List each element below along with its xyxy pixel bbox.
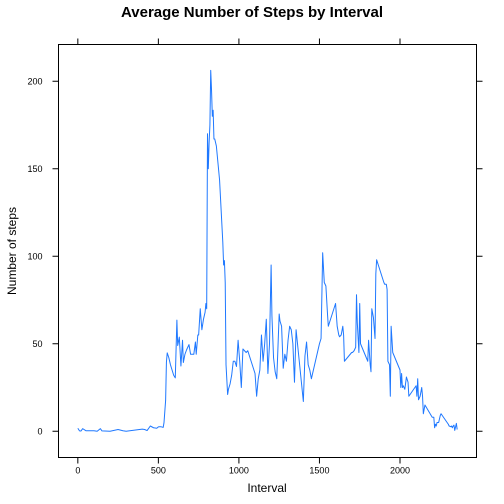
y-axis-label: Number of steps: [5, 207, 19, 295]
plot-frame: [58, 44, 477, 458]
x-tick-label: 2000: [390, 466, 410, 476]
chart-title: Average Number of Steps by Interval: [121, 4, 383, 21]
x-tick-label: 500: [151, 466, 166, 476]
y-axis-left-ticks: [52, 80, 59, 432]
x-axis-label: Interval: [247, 481, 286, 495]
y-tick-label: 150: [27, 164, 42, 174]
y-axis-tick-labels: 0 50 100 150 200: [27, 76, 42, 436]
x-tick-label: 1000: [229, 466, 249, 476]
x-tick-label: 1500: [309, 466, 329, 476]
x-tick-label: 0: [75, 466, 80, 476]
y-tick-label: 200: [27, 76, 42, 86]
series-line: [77, 69, 458, 432]
series-group: [77, 69, 458, 432]
y-axis-right-ticks: [476, 80, 483, 432]
x-axis-tick-labels: 0 500 1000 1500 2000: [75, 466, 410, 476]
x-axis-top-ticks: [77, 38, 401, 45]
y-tick-label: 0: [37, 426, 42, 436]
y-tick-label: 100: [27, 251, 42, 261]
y-tick-label: 50: [32, 339, 42, 349]
x-axis-bottom-ticks: [77, 457, 401, 464]
